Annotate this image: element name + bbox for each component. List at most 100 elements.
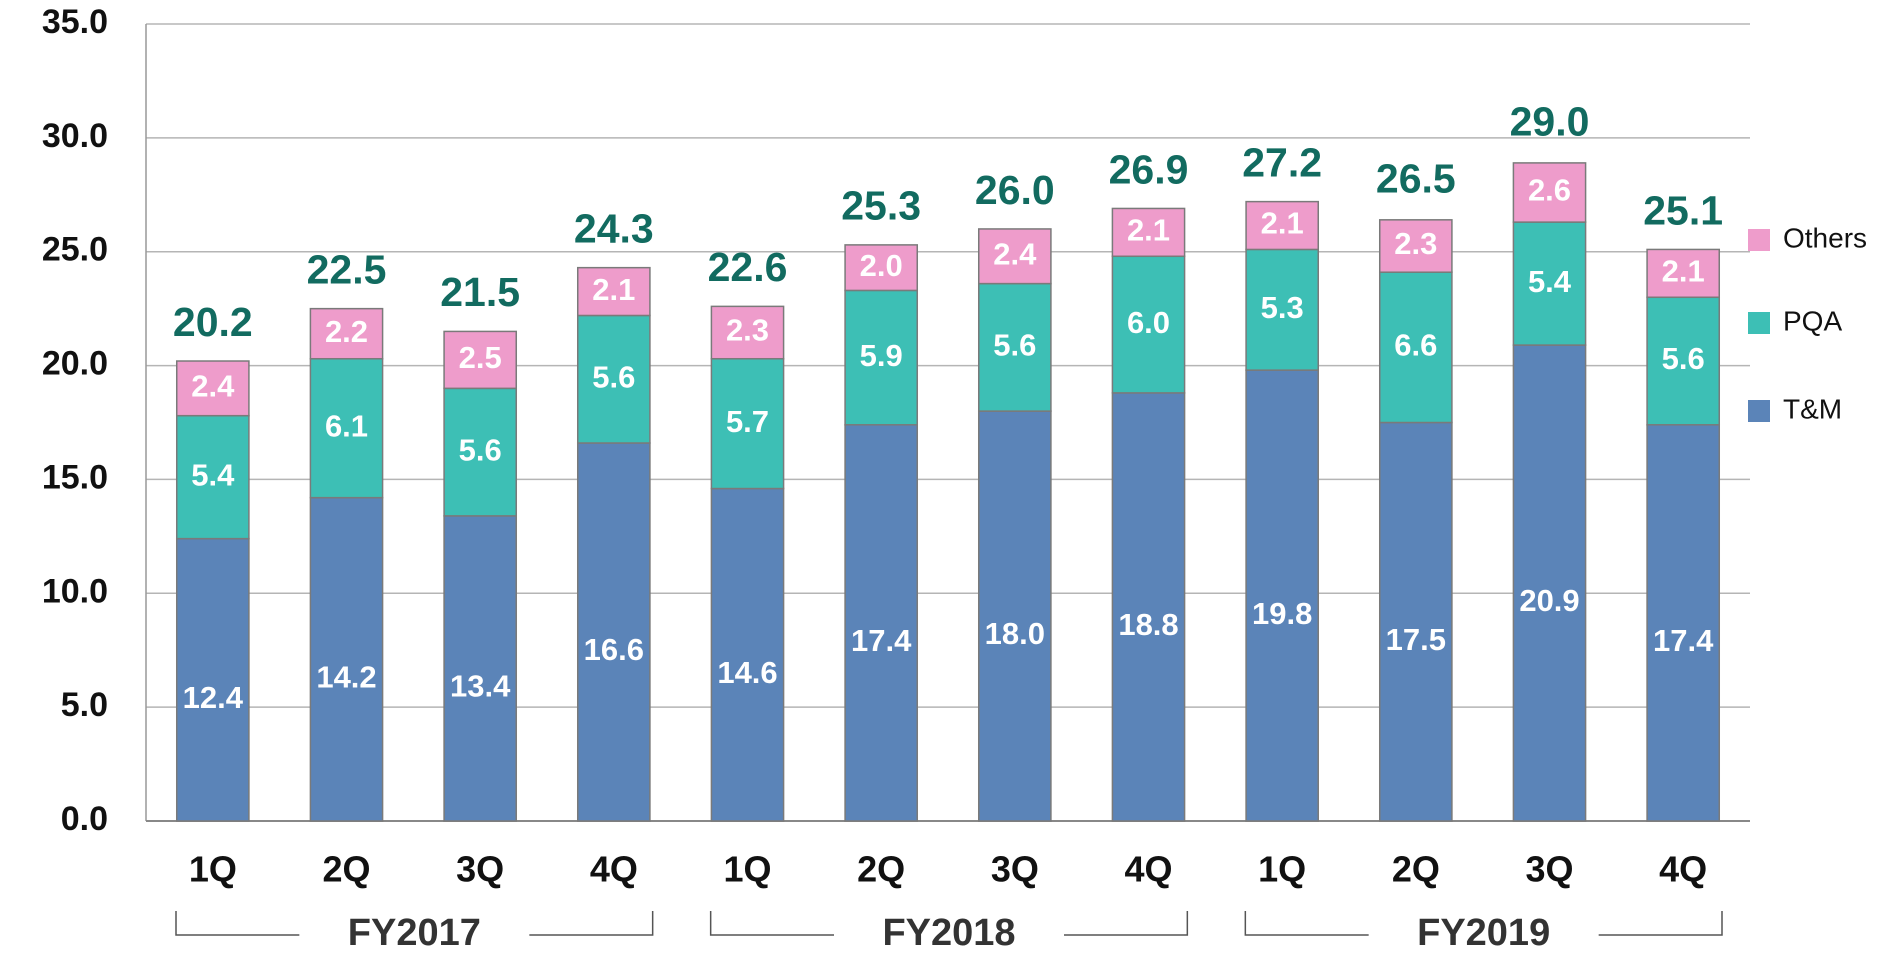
segment-label: 5.6 [993, 328, 1036, 363]
x-tick-label: 2Q [1392, 849, 1440, 890]
bar-segment [977, 282, 1052, 412]
total-label: 25.1 [1643, 187, 1723, 233]
x-tick-label: 2Q [857, 849, 905, 890]
bar-segment [576, 442, 651, 822]
segment-label: 6.1 [325, 408, 368, 443]
segment-label: 5.6 [459, 432, 502, 467]
total-label: 26.0 [975, 167, 1055, 213]
bar-segment [1111, 392, 1186, 822]
group-bracket [1244, 911, 1723, 936]
segment-label: 2.1 [1127, 213, 1170, 248]
segment-label: 2.4 [993, 236, 1037, 271]
segment-label: 2.3 [726, 313, 769, 348]
bar-segment [443, 515, 518, 822]
y-tick-label: 10.0 [42, 572, 108, 610]
y-tick-label: 15.0 [42, 458, 108, 496]
y-tick-label: 30.0 [42, 117, 108, 155]
total-label: 20.2 [173, 299, 253, 345]
segment-label: 2.1 [1662, 254, 1705, 289]
total-label: 29.0 [1510, 98, 1590, 144]
bar-segment [1245, 248, 1320, 371]
total-label: 22.5 [307, 246, 387, 292]
bar-segment [309, 307, 384, 360]
y-tick-label: 5.0 [61, 686, 108, 724]
bar-segment [844, 244, 919, 292]
x-tick-label: 4Q [590, 849, 638, 890]
legend-label: Others [1783, 222, 1867, 253]
segment-label: 17.4 [851, 623, 912, 658]
y-tick-label: 0.0 [61, 800, 108, 838]
segment-label: 2.1 [592, 272, 635, 307]
x-tick-label: 4Q [1659, 849, 1707, 890]
bar-segment [1512, 344, 1587, 822]
total-label: 26.9 [1109, 146, 1189, 192]
segment-label: 2.2 [325, 314, 368, 349]
bar-segment [1646, 248, 1721, 299]
bar-segment [309, 357, 384, 499]
bar-segment [710, 305, 785, 360]
total-label: 25.3 [841, 183, 921, 229]
segment-label: 19.8 [1252, 596, 1312, 631]
total-label: 21.5 [440, 269, 520, 315]
y-tick-label: 25.0 [42, 231, 108, 269]
bar-segment [1378, 219, 1453, 273]
bar-segment [1245, 369, 1320, 822]
x-tick-label: 2Q [322, 849, 370, 890]
bar-segment [1646, 296, 1721, 426]
legend-swatch [1748, 312, 1770, 334]
segment-label: 13.4 [450, 669, 511, 704]
bar-segment [1378, 271, 1453, 424]
segment-label: 5.7 [726, 404, 769, 439]
segment-label: 16.6 [584, 632, 644, 667]
total-label: 27.2 [1242, 139, 1322, 185]
segment-label: 5.9 [860, 338, 903, 373]
legend-swatch [1748, 229, 1770, 251]
segment-label: 18.8 [1118, 607, 1178, 642]
segment-label: 2.4 [191, 369, 235, 404]
total-label: 22.6 [708, 244, 788, 290]
legend-label: PQA [1783, 305, 1842, 336]
segment-label: 17.4 [1653, 623, 1714, 658]
group-label: FY2018 [882, 912, 1015, 953]
x-tick-label: 3Q [991, 849, 1039, 890]
bar-segment [844, 289, 919, 426]
segment-label: 18.0 [985, 616, 1045, 651]
segment-label: 2.5 [459, 340, 502, 375]
segment-label: 17.5 [1386, 622, 1446, 657]
bar-segment [175, 414, 250, 540]
legend-label: T&M [1783, 393, 1842, 424]
bar-segment [443, 330, 518, 390]
group-label: FY2019 [1417, 912, 1550, 953]
segment-label: 20.9 [1519, 583, 1579, 618]
bar-segment [1512, 162, 1587, 223]
segment-label: 12.4 [183, 680, 244, 715]
y-tick-label: 20.0 [42, 345, 108, 383]
segment-label: 5.4 [191, 457, 235, 492]
x-tick-label: 3Q [456, 849, 504, 890]
segment-label: 5.6 [592, 359, 635, 394]
bar-segment [576, 266, 651, 317]
segment-label: 5.4 [1528, 264, 1572, 299]
x-tick-label: 3Q [1525, 849, 1573, 890]
segment-label: 5.3 [1261, 290, 1304, 325]
bar-segment [1646, 424, 1721, 822]
bar-segment [1245, 200, 1320, 251]
segment-label: 14.2 [316, 660, 376, 695]
group-bracket [175, 911, 654, 936]
bar-segment [1111, 255, 1186, 394]
x-tick-label: 4Q [1124, 849, 1172, 890]
bar-segment [1512, 221, 1587, 346]
x-tick-label: 1Q [189, 849, 237, 890]
group-bracket [709, 911, 1189, 936]
segment-label: 6.6 [1394, 328, 1437, 363]
segment-label: 2.6 [1528, 173, 1571, 208]
segment-label: 5.6 [1662, 341, 1705, 376]
segment-label: 2.0 [860, 248, 903, 283]
x-tick-label: 1Q [723, 849, 771, 890]
bar-segment [844, 424, 919, 822]
bar-segment [710, 487, 785, 822]
bar-segment [1378, 421, 1453, 822]
bar-segment [309, 496, 384, 822]
y-tick-label: 35.0 [42, 3, 108, 41]
